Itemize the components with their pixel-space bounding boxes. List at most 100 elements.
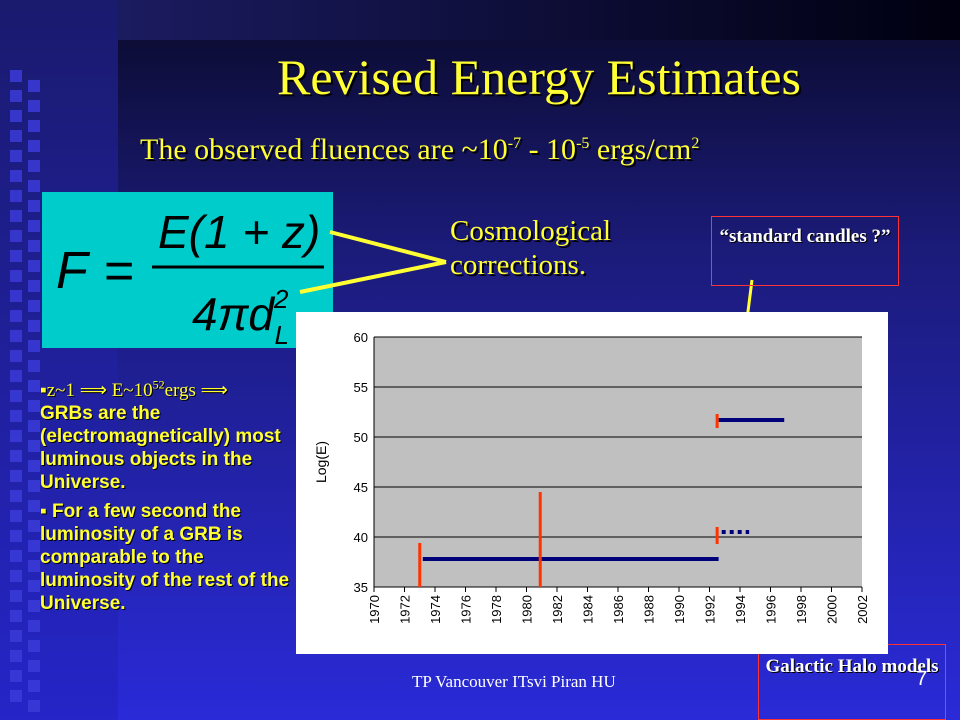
- cosmo-arrow-upper: [329, 230, 447, 264]
- bullet-list: ▪z~1 ⟹ E~1052ergs ⟹ GRBs are the (electro…: [40, 374, 290, 621]
- x-tick-label: 2000: [825, 595, 840, 624]
- subtitle-exponent-2: -5: [576, 135, 590, 152]
- energy-chart: 35 40 45 50 55 60 1970 1972 1974 1976 1978 1980 1982…: [296, 312, 888, 654]
- decor-square: [28, 180, 40, 192]
- x-tick-label: 1982: [550, 595, 565, 624]
- decor-square: [28, 320, 40, 332]
- decor-square: [10, 270, 22, 282]
- formula-lhs: F: [56, 242, 91, 300]
- x-tick-label: 1972: [398, 595, 413, 624]
- decor-square: [28, 540, 40, 552]
- x-tick-label: 1978: [489, 595, 504, 624]
- decor-square: [28, 220, 40, 232]
- y-axis-label: Log(E): [313, 441, 329, 483]
- bullet1-exponent: 52: [152, 378, 165, 392]
- decor-square: [10, 70, 22, 82]
- formula-equals: =: [104, 242, 134, 300]
- decor-square: [10, 350, 22, 362]
- decor-square: [10, 690, 22, 702]
- decor-square: [10, 250, 22, 262]
- energy-chart-svg: 35 40 45 50 55 60 1970 1972 1974 1976 1978 1980 1982…: [296, 312, 888, 654]
- bullet-item-1: ▪z~1 ⟹ E~1052ergs ⟹ GRBs are the (electro…: [40, 378, 281, 494]
- decor-square: [28, 120, 40, 132]
- subtitle-text-suffix: ergs/cm: [589, 133, 692, 166]
- decor-square: [28, 100, 40, 112]
- decor-square: [28, 80, 40, 92]
- slide-subtitle: The observed fluences are ~10-7 - 10-5 e…: [140, 133, 699, 167]
- decor-square: [28, 580, 40, 592]
- decor-square: [10, 430, 22, 442]
- decor-square: [10, 610, 22, 622]
- x-tick-label: 1974: [428, 595, 443, 624]
- decor-square: [10, 650, 22, 662]
- decor-square: [28, 500, 40, 512]
- decor-square: [28, 380, 40, 392]
- x-tick-label: 1984: [581, 595, 596, 624]
- decor-square: [28, 420, 40, 432]
- subtitle-exponent-3: 2: [691, 135, 700, 152]
- subtitle-text-mid: - 10: [521, 133, 577, 166]
- decor-square: [28, 560, 40, 572]
- decor-square: [10, 510, 22, 522]
- bullet2-text: For a few second the luminosity of a GRB…: [40, 501, 290, 615]
- cosmo-line-1: Cosmological: [450, 215, 612, 247]
- decor-square: [28, 440, 40, 452]
- x-tick-label: 1998: [794, 595, 809, 624]
- decor-square: [10, 190, 22, 202]
- x-tick-label: 1990: [672, 595, 687, 624]
- x-tick-label: 1992: [703, 595, 718, 624]
- decor-square: [28, 360, 40, 372]
- decor-square: [10, 550, 22, 562]
- x-tick-label: 1976: [459, 595, 474, 624]
- formula-numerator: E(1 + z): [158, 206, 320, 258]
- x-tick-label: 2002: [855, 595, 870, 624]
- decor-square: [10, 450, 22, 462]
- decor-square: [10, 130, 22, 142]
- plot-area: [374, 337, 862, 587]
- decor-square: [10, 410, 22, 422]
- cosmological-corrections-label: Cosmological corrections.: [450, 214, 611, 282]
- subtitle-text: The observed fluences are ~10: [140, 133, 508, 166]
- decor-square: [28, 480, 40, 492]
- bullet1-lead: z~1 ⟹ E~10: [46, 380, 153, 402]
- decor-square: [28, 640, 40, 652]
- x-tick-label: 1988: [642, 595, 657, 624]
- decor-square: [28, 460, 40, 472]
- decor-square: [28, 660, 40, 672]
- decor-square: [28, 400, 40, 412]
- bullet1-lead-tail: ergs ⟹: [164, 380, 228, 402]
- decor-square: [10, 490, 22, 502]
- decor-square: [10, 390, 22, 402]
- decor-square: [28, 140, 40, 152]
- x-tick-label: 1970: [367, 595, 382, 624]
- decor-square: [10, 330, 22, 342]
- decor-square: [28, 280, 40, 292]
- x-tick-label: 1994: [733, 595, 748, 624]
- fluence-formula: F = E(1 + z) 4πd2 L: [42, 192, 333, 350]
- decor-square: [10, 670, 22, 682]
- decor-square: [10, 630, 22, 642]
- y-tick-label: 40: [354, 530, 368, 545]
- x-tick-label: 1980: [520, 595, 535, 624]
- y-tick-label: 45: [354, 480, 368, 495]
- slide-title: Revised Energy Estimates: [277, 49, 801, 105]
- decor-square: [28, 340, 40, 352]
- y-tick-label: 60: [354, 330, 368, 345]
- decor-square: [28, 160, 40, 172]
- decor-square: [28, 200, 40, 212]
- decor-square: [10, 210, 22, 222]
- decor-square: [10, 370, 22, 382]
- decor-square: [10, 570, 22, 582]
- x-tick-label: 1996: [764, 595, 779, 624]
- page-number: 7: [916, 668, 928, 690]
- standard-candles-text: “standard candles ?”: [719, 226, 891, 247]
- cosmo-line-2: corrections.: [450, 249, 587, 281]
- decor-square: [10, 290, 22, 302]
- galactic-halo-text: Galactic Halo models: [765, 656, 939, 677]
- decor-square: [28, 600, 40, 612]
- decor-square: [28, 520, 40, 532]
- footer-text: TP Vancouver ITsvi Piran HU: [412, 672, 616, 691]
- bullet1-text: GRBs are the (electromagnetically) most …: [40, 403, 281, 494]
- decor-square: [10, 170, 22, 182]
- decor-square: [10, 110, 22, 122]
